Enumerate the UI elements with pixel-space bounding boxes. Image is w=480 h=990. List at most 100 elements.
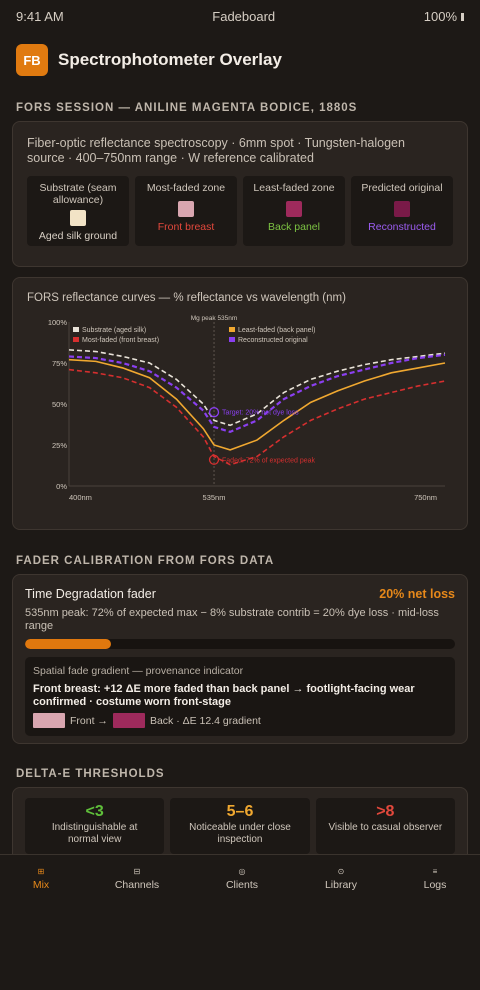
y-tick-label: 0% [56,482,67,491]
threshold-value: >8 [376,803,395,820]
legend-swatch [229,327,235,332]
series-line [68,349,446,427]
zone-most-faded[interactable]: Most-faded zone Front breast [135,176,237,246]
fors-description-line2: source · 400–750nm range · W reference c… [27,151,314,165]
battery-level: 100% [423,8,457,24]
series-line [68,358,446,451]
legend-swatch [73,337,79,342]
logs-icon: ≡ [432,867,438,876]
app-header: FB Spectrophotometer Overlay [0,32,480,88]
status-app-name: Fadeboard [212,8,276,24]
threshold-label: Indistinguishable at normal view [51,822,138,845]
page-title: Spectrophotometer Overlay [58,50,282,69]
fors-session-card: Fiber-optic reflectance spectroscopy · 6… [12,121,468,267]
series-line [68,368,446,466]
fader-header: Time Degradation fader 20% net loss [25,587,455,601]
clients-icon: ◎ [238,867,246,876]
legend-label: Most-faded (front breast) [82,337,159,344]
status-battery: 100% [424,9,464,24]
legend-swatch [73,327,79,332]
zone-swatch [394,201,410,217]
zone-label: Aged silk ground [38,230,118,242]
reflectance-chart: 100% 75% 50% 25% 0%400nm 535nm 750nm Mg peak 53… [48,315,446,502]
zone-least-faded[interactable]: Least-faded zone Back panel [243,176,345,246]
fader-fill [25,639,111,649]
time-degradation-fader[interactable] [25,639,455,649]
threshold-mid: 5–6 Noticeable under close inspection [170,798,310,854]
zone-predicted-original[interactable]: Predicted original Reconstructed [351,176,453,246]
series-line [68,353,446,434]
tab-library[interactable]: ⊙ Library [301,867,381,891]
zone-swatch [70,210,86,226]
threshold-label: Noticeable under close inspection [189,822,291,845]
back-swatch [112,713,145,728]
threshold-list: <3 Indistinguishable at normal view 5–6 N… [13,788,467,864]
tab-label: Library [324,879,358,891]
x-tick-label: 400nm [69,493,92,502]
x-tick-label: 535nm [203,493,226,502]
battery-icon [461,13,464,22]
zone-label: Front breast [157,221,215,233]
gradient-legend: Front → Back · ΔE 12.4 gradient [33,713,447,728]
tab-channels[interactable]: ⊟ Channels [97,867,177,891]
legend-swatch [229,337,235,342]
tab-label: Channels [114,879,160,891]
bottom-tab-bar: ⊞ Mix ⊟ Channels ◎ Clients ⊙ Library ≡ L… [0,854,480,990]
zone-swatch [178,201,194,217]
legend-label: Reconstructed original [238,337,308,344]
mix-icon: ⊞ [37,867,45,876]
annotation-marker [208,407,220,418]
zone-swatch [286,201,302,217]
front-swatch [33,713,65,728]
status-bar: 9:41 AM Fadeboard 100% [0,0,480,32]
zone-title: Predicted original [361,182,443,194]
fader-value: 20% net loss [379,587,455,601]
threshold-high: >8 Visible to casual observer [315,798,455,854]
app-logo: FB [16,44,48,76]
delta-card: <3 Indistinguishable at normal view 5–6 N… [12,787,468,867]
fors-description-line1: Fiber-optic reflectance spectroscopy · 6… [27,136,405,150]
tab-clients[interactable]: ◎ Clients [202,867,282,891]
zone-list: Substrate (seam allowance) Aged silk grou… [27,176,453,246]
tab-label: Logs [423,879,447,891]
annotation-label: Faded: 72% of expected peak [222,457,316,464]
chart-title: FORS reflectance curves — % reflectance … [27,292,346,304]
back-label: Back · ΔE 12.4 gradient [149,714,261,727]
zone-title: Substrate (seam allowance) [39,182,117,206]
channels-icon: ⊟ [133,867,141,876]
front-label: Front → [70,714,108,727]
threshold-label: Visible to casual observer [328,822,443,833]
fader-card: Time Degradation fader 20% net loss 535n… [12,574,468,744]
tab-mix[interactable]: ⊞ Mix [1,867,81,891]
legend-label: Substrate (aged silk) [82,327,146,334]
y-tick-label: 75% [52,359,67,368]
threshold-value: 5–6 [226,803,254,820]
zone-substrate[interactable]: Substrate (seam allowance) Aged silk grou… [27,176,129,246]
y-tick-label: 50% [52,400,67,409]
fader-name: Time Degradation fader [25,587,156,601]
threshold-low: <3 Indistinguishable at normal view [25,798,165,854]
zone-title: Most-faded zone [146,182,226,194]
fors-chart-card: FORS reflectance curves — % reflectance … [12,277,468,530]
annotation-marker [208,454,220,465]
zone-title: Least-faded zone [253,182,335,194]
status-time: 9:41 AM [16,8,64,24]
fors-section-title: FORS SESSION — ANILINE MAGENTA BODICE, 1… [16,102,358,114]
tab-label: Mix [32,879,50,891]
threshold-value: <3 [85,803,104,820]
zone-label: Reconstructed [368,221,436,233]
tab-label: Clients [225,879,259,891]
fors-description: Fiber-optic reflectance spectroscopy · 6… [27,136,453,166]
legend-label: Least-faded (back panel) [238,327,315,334]
x-tick-label: 750nm [414,493,437,502]
fader-section-title: FADER CALIBRATION FROM FORS DATA [16,555,275,567]
delta-section-title: DELTA-E THRESHOLDS [16,768,165,780]
tab-logs[interactable]: ≡ Logs [395,867,475,891]
fader-description: 535nm peak: 72% of expected max − 8% sub… [25,607,439,632]
gradient-title: Spatial fade gradient — provenance indic… [33,665,244,677]
fade-gradient-panel: Spatial fade gradient — provenance indic… [25,657,455,736]
zone-label: Back panel [268,221,320,233]
y-tick-label: 25% [52,441,67,450]
peak-label: Mg peak 535nm [191,315,238,322]
y-tick-label: 100% [48,318,68,327]
